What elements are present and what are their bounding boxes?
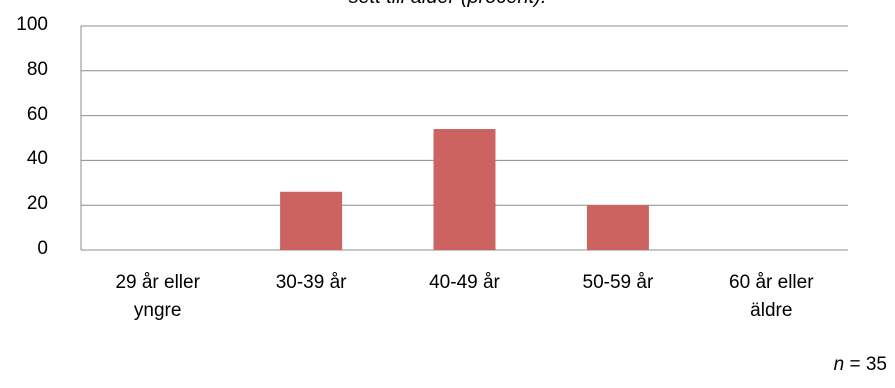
bar [280,191,343,250]
bar [433,129,496,250]
y-tick-label: 80 [26,58,48,80]
y-tick-label: 40 [26,148,48,170]
sample-size-label: n [833,354,845,375]
x-tick-label: 30-39 år [236,269,386,297]
x-tick-label-line: 30-39 år [275,272,347,293]
y-tick-label: 60 [26,103,48,125]
x-tick-label-line: 50-59 år [582,272,654,293]
y-tick-label: 0 [37,238,48,259]
y-tick-label: 100 [16,14,48,35]
y-tick-label: 20 [26,193,48,215]
chart-title: sett till ålder (procent). [0,0,895,9]
x-tick-label: 50-59 år [543,269,693,297]
x-tick-label-line: 29 år eller [115,272,200,293]
x-tick-label-line: 40-49 år [429,272,500,293]
x-tick-label-line: yngre [133,300,182,321]
bar [586,205,649,250]
sample-size-note: n = 35 [834,354,887,376]
x-tick-label-line: äldre [750,300,793,321]
x-tick-label: 29 år eller yngre [83,269,233,325]
sample-size-value: = 35 [849,354,887,375]
x-tick-label: 60 år eller äldre [696,269,846,325]
x-tick-label: 40-49 år [390,269,540,297]
x-tick-label-line: 60 år eller [729,272,814,293]
